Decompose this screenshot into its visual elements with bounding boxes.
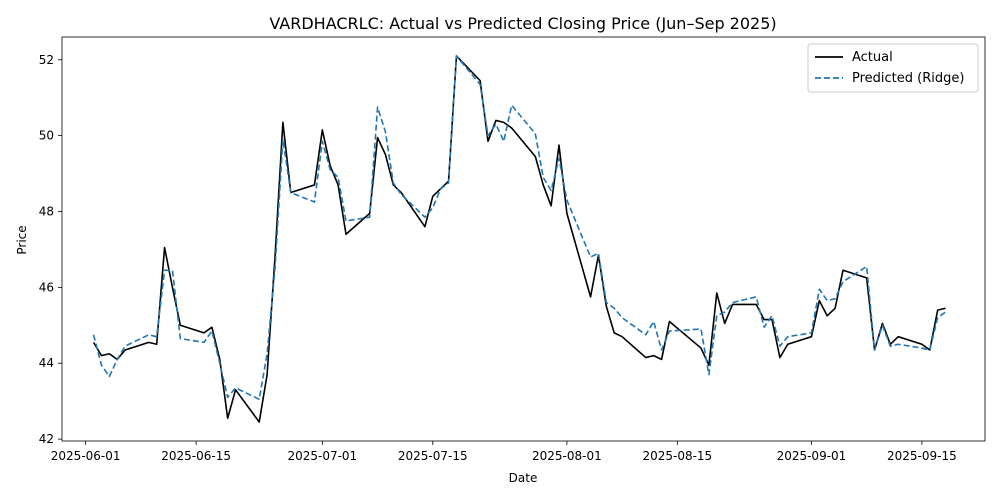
legend-predicted-label: Predicted (Ridge) (852, 71, 964, 86)
x-tick-label: 2025-09-15 (887, 449, 957, 463)
legend-box (807, 43, 979, 93)
y-tick-label: 48 (39, 204, 54, 218)
x-axis-label: Date (509, 471, 538, 485)
x-tick-label: 2025-08-15 (642, 449, 712, 463)
chart-title: VARDHACRLC: Actual vs Predicted Closing … (269, 14, 776, 33)
y-tick-label: 52 (39, 53, 54, 67)
series-line-predicted (92, 55, 947, 401)
plot-frame (61, 36, 986, 442)
x-tick-label: 2025-08-01 (532, 449, 602, 463)
x-ticks: 2025-06-01 2025-06-15 2025-07-01 2025-07-15… (51, 441, 957, 463)
legend-actual-label: Actual (852, 50, 893, 65)
x-tick-label: 2025-06-15 (161, 449, 231, 463)
y-tick-label: 46 (39, 280, 54, 294)
y-ticks: 42 44 46 48 50 52 (39, 53, 62, 446)
legend: Actual Predicted (Ridge) (807, 43, 979, 93)
x-tick-label: 2025-09-01 (777, 449, 847, 463)
x-tick-label: 2025-07-15 (398, 449, 468, 463)
y-axis-label: Price (15, 225, 29, 254)
x-tick-label: 2025-07-01 (287, 449, 357, 463)
y-tick-label: 44 (39, 356, 54, 370)
series-layer (92, 55, 947, 423)
y-tick-label: 42 (39, 432, 54, 446)
y-tick-label: 50 (39, 129, 54, 143)
x-tick-label: 2025-06-01 (51, 449, 121, 463)
